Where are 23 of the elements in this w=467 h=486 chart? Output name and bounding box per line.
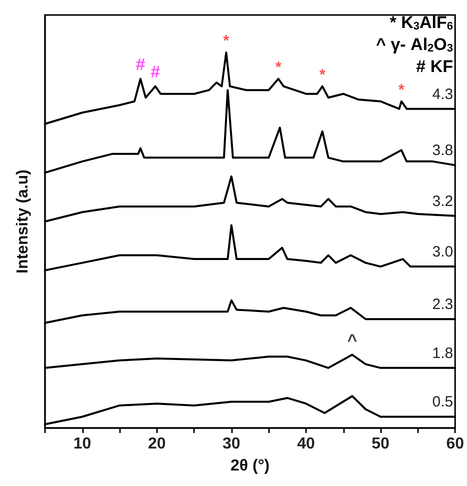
x-axis-title: 2θ (°) bbox=[230, 458, 270, 474]
annotation: * bbox=[319, 66, 326, 84]
x-tick-label: 40 bbox=[297, 436, 315, 452]
series-label: 3.2 bbox=[432, 192, 454, 210]
series-label: 4.3 bbox=[432, 86, 454, 103]
series-label: 3.8 bbox=[432, 142, 454, 160]
x-tick-label: 60 bbox=[446, 436, 464, 452]
series-label: 3.0 bbox=[432, 244, 454, 261]
annotation: # bbox=[136, 54, 146, 74]
x-tick-label: 20 bbox=[148, 436, 166, 452]
annotation: * bbox=[275, 58, 282, 76]
x-tick-label: 30 bbox=[222, 436, 240, 452]
annotation: * bbox=[398, 81, 404, 98]
y-axis-title: Intensity (a.u) bbox=[14, 169, 32, 274]
annotation: * bbox=[223, 32, 230, 50]
annotation: # KF bbox=[416, 57, 454, 76]
series-label: 2.3 bbox=[432, 296, 454, 314]
x-tick-label: 10 bbox=[73, 436, 92, 452]
annotation: # bbox=[150, 62, 161, 82]
series-label: 1.8 bbox=[432, 344, 454, 362]
annotation: ^ bbox=[347, 330, 358, 350]
x-tick-label: 50 bbox=[372, 436, 390, 452]
series-label: 0.5 bbox=[432, 394, 454, 411]
